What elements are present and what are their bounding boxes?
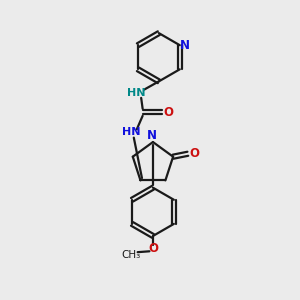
Text: O: O: [148, 242, 158, 255]
Text: O: O: [163, 106, 173, 119]
Text: CH₃: CH₃: [122, 250, 141, 260]
Text: O: O: [189, 147, 199, 160]
Text: HN: HN: [128, 88, 146, 98]
Text: HN: HN: [122, 127, 140, 137]
Text: N: N: [147, 129, 158, 142]
Text: N: N: [180, 39, 190, 52]
